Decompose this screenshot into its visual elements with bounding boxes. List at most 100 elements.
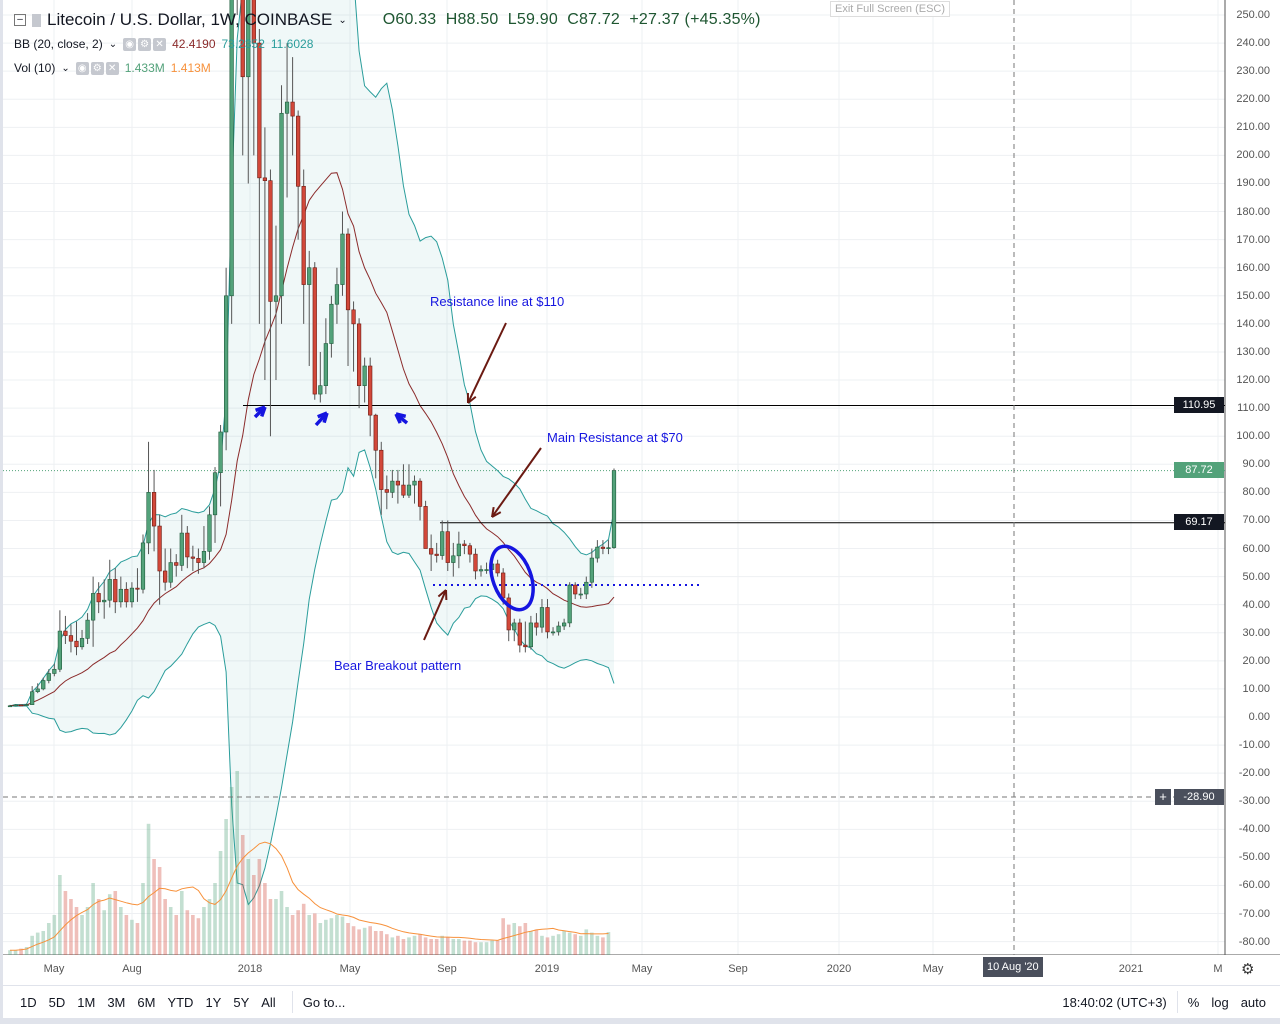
price-tick-label: -30.00 [1238,795,1270,808]
candle-up [218,431,223,474]
arrow-bear-breakout-head [437,589,447,598]
candle-down [517,622,522,646]
exit-fullscreen-button[interactable]: Exit Full Screen (ESC) [830,1,951,17]
volume-bar [141,883,145,955]
volume-bar [351,926,356,955]
arrow-bear-breakout [423,589,447,641]
candle-down [462,543,467,547]
chevron-down-icon[interactable]: ⌄ [338,14,347,26]
symbol-title[interactable]: Litecoin / U.S. Dollar, 1W, COINBASE [47,10,333,29]
volume-bar [74,907,79,955]
candle-up [85,619,90,639]
volume-bar [396,935,400,955]
candle-up [284,101,290,114]
price-tick-label: 100.00 [1236,430,1270,443]
percent-toggle[interactable]: % [1187,994,1200,1010]
close-icon[interactable]: ✕ [105,61,119,75]
candle-up [7,705,13,708]
chevron-down-icon[interactable]: ⌄ [108,38,118,50]
settings-gear-icon[interactable]: ⚙ [1241,961,1255,978]
range-1m[interactable]: 1M [77,994,96,1010]
price-tick-label: 150.00 [1236,289,1270,302]
candle-up [246,0,251,78]
log-toggle[interactable]: log [1211,994,1229,1010]
candle-up [179,532,184,566]
chevron-down-icon[interactable]: ⌄ [61,62,70,74]
gear-icon[interactable]: ⚙ [90,61,104,75]
volume-bar [102,910,107,955]
volume-bar [551,935,555,955]
time-tick-label: 2018 [237,963,263,975]
price-tick-label: 210.00 [1236,121,1270,134]
volume-bar [191,915,195,955]
volume-bar [307,915,312,955]
price-tick-label: 110.00 [1237,402,1270,415]
bollinger-basis [9,172,615,707]
plus-icon[interactable]: + [1155,789,1171,805]
candle-up [390,480,395,493]
range-5y[interactable]: 5Y [233,994,250,1010]
candle-down [523,644,528,648]
volume-bar [346,923,350,955]
range-3m[interactable]: 3M [107,994,126,1010]
auto-toggle[interactable]: auto [1240,994,1266,1010]
candle-up [567,584,572,624]
candle-up [30,691,35,705]
plot-area [3,0,1225,955]
candle-down [473,553,478,572]
volume-bar [157,867,162,955]
candle-down [395,480,400,486]
price-tick-label: 60.00 [1242,542,1270,555]
candle-up [478,569,484,572]
range-1d[interactable]: 1D [20,994,37,1010]
eye-icon[interactable]: ◉ [75,61,89,75]
vol-label[interactable]: Vol (10) [14,61,56,75]
candle-down [345,233,351,311]
volume-bar [329,918,334,955]
volume-bar [224,819,228,955]
range-5d[interactable]: 5D [48,994,66,1010]
range-1y[interactable]: 1Y [205,994,222,1010]
candle-up [24,704,29,706]
price-tick-label: 200.00 [1236,149,1270,162]
close-icon[interactable]: ✕ [153,37,167,51]
candle-down [495,563,500,574]
volume-bar [484,942,489,955]
volume-bar [423,937,428,955]
volume-bar [379,931,384,955]
range-6m[interactable]: 6M [137,994,156,1010]
price-tick-label: 180.00 [1236,205,1270,218]
candle-up [146,492,151,544]
range-ytd[interactable]: YTD [167,994,194,1010]
time-tick-label: May [631,963,653,975]
symbol-legend: – Litecoin / U.S. Dollar, 1W, COINBASE ⌄… [14,10,761,30]
price-chart[interactable] [0,0,1280,955]
candle-down [445,531,450,563]
change-value: +27.37 (+45.35%) [629,11,761,28]
eye-icon[interactable]: ◉ [123,37,137,51]
candle-down [151,492,157,527]
time-tick-label: May [339,963,361,975]
price-badge-crosshair: -28.90 [1174,789,1224,805]
crosshair-date-badge: 10 Aug '20 [983,957,1043,977]
goto-button[interactable]: Go to... [302,994,346,1010]
time-tick-label: Sep [728,963,748,975]
volume-bar [46,923,51,955]
volume-bar [545,937,550,955]
volume-bar [540,935,544,955]
candle-down [113,579,118,603]
candle-up [168,562,173,583]
candle-up [229,0,234,297]
volume-bar [240,835,245,955]
candle-down [401,484,406,496]
candle-down [501,572,506,599]
bb-label[interactable]: BB (20, close, 2) [14,37,103,51]
gear-icon[interactable]: ⚙ [138,37,152,51]
collapse-icon[interactable]: – [14,14,26,26]
volume-bar [412,935,417,955]
range-all[interactable]: All [261,994,276,1010]
candle-down [63,630,68,636]
close-value: C87.72 [567,11,621,28]
candle-down [467,545,473,555]
volume-bar [168,907,173,955]
